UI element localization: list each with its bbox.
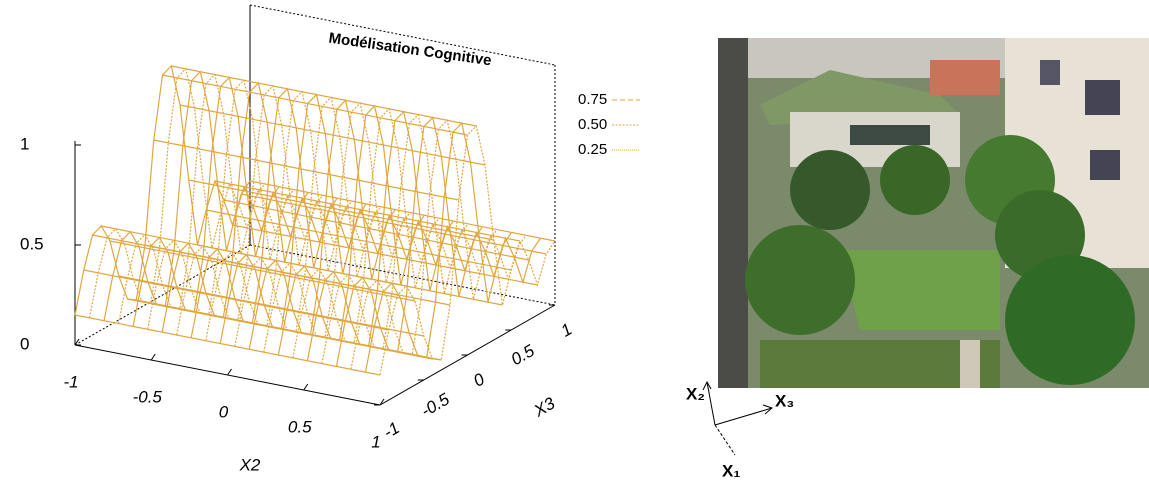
x-tick-label: 1	[371, 432, 380, 451]
figure: 00.51-1-0.500.51-1-0.500.510.750.500.25 …	[0, 0, 1149, 486]
y-tick-label: 1	[558, 320, 576, 341]
photo	[718, 38, 1149, 388]
axis-arrow	[715, 408, 772, 425]
z-tick-label: 0.5	[20, 234, 44, 253]
roof-far	[930, 60, 1000, 95]
photo-axis-label: X₁	[722, 461, 740, 480]
x-tick	[151, 354, 155, 360]
x-tick-label: -0.5	[133, 387, 163, 406]
x-axis-label: X2	[239, 455, 261, 474]
tree	[745, 225, 855, 335]
photo-axis-label: X₃	[775, 391, 794, 410]
tree	[790, 150, 870, 230]
y-tick-label: 0	[470, 369, 488, 390]
window	[1090, 150, 1120, 180]
surface-line	[75, 315, 380, 375]
x-tick	[75, 339, 79, 345]
x-tick-label: 0.5	[288, 417, 312, 436]
x-tick	[304, 384, 308, 390]
x-tick-label: -1	[63, 372, 78, 391]
gate-pillar	[960, 340, 980, 388]
chart-area: 00.51-1-0.500.51-1-0.500.510.750.500.25	[20, 5, 640, 451]
lawn	[840, 250, 1000, 330]
photo-axis-label: X₂	[686, 384, 705, 403]
surface-line	[154, 140, 459, 200]
axis-arrow	[715, 425, 735, 455]
surface-line	[241, 194, 546, 254]
z-tick-label: 1	[20, 134, 29, 153]
y-tick-label: -0.5	[418, 389, 453, 420]
legend-label: 0.50	[578, 116, 607, 133]
chart-title: Modélisation Cognitive	[328, 30, 493, 70]
building-left	[718, 38, 748, 388]
photo-axes	[703, 382, 772, 455]
y-axis-label: X3	[530, 393, 559, 421]
window	[1040, 60, 1060, 85]
tree	[1005, 255, 1135, 385]
window	[1085, 80, 1120, 115]
y-tick-label: 0.5	[508, 341, 538, 370]
z-tick-label: 0	[20, 334, 29, 353]
tree	[880, 145, 950, 215]
x-tick-label: 0	[219, 402, 229, 421]
surface-line	[206, 210, 511, 270]
y-tick-label: -1	[380, 418, 403, 442]
legend-label: 0.25	[578, 141, 607, 158]
x-tick	[228, 369, 232, 375]
window	[850, 125, 930, 145]
legend-label: 0.75	[578, 91, 607, 108]
